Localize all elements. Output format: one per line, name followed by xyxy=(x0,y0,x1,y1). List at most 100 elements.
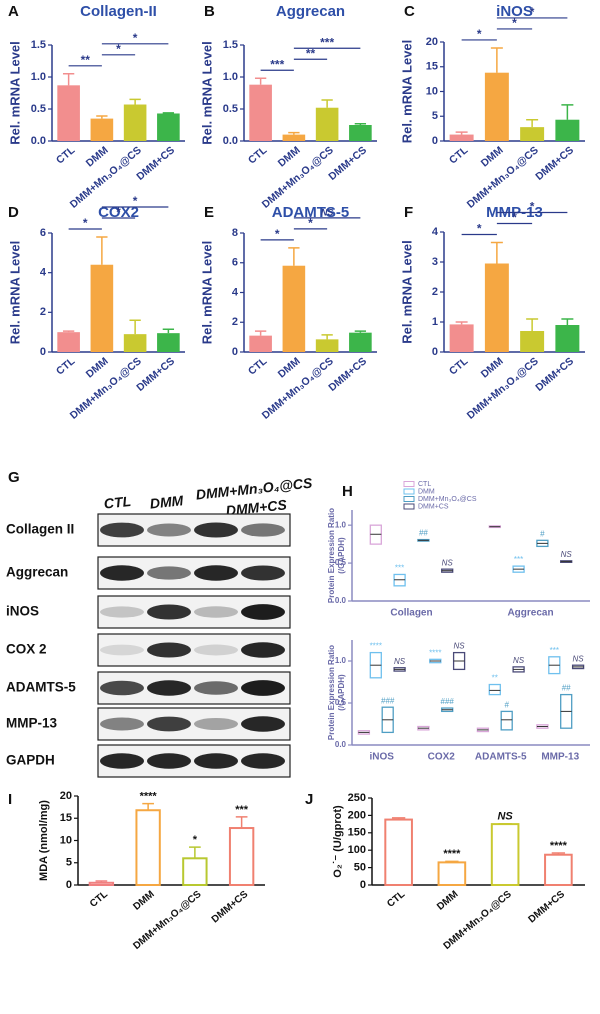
y-tick-label: 3 xyxy=(432,256,438,268)
y-axis-label: (/GAPDH) xyxy=(337,674,346,711)
error-bar xyxy=(254,330,267,336)
y-tick-label: 6 xyxy=(232,257,238,269)
blot-band xyxy=(100,644,144,656)
error-bar xyxy=(129,319,141,335)
significance: * xyxy=(193,834,198,846)
y-tick-label: 1.0 xyxy=(31,71,46,83)
y-tick-label: 1.5 xyxy=(31,39,46,51)
y-tick-label: 2 xyxy=(232,316,238,328)
error-bar xyxy=(96,115,108,119)
bar xyxy=(490,823,520,886)
significance: ### xyxy=(441,697,455,706)
chart-title: ADAMTS-5 xyxy=(272,204,350,221)
legend-swatch xyxy=(403,488,415,495)
row-label: Aggrecan xyxy=(6,565,68,580)
significance: NS xyxy=(497,811,513,823)
y-tick-label: 0.0 xyxy=(31,135,46,147)
y-tick-label: 50 xyxy=(354,862,366,874)
lane-label: DMM xyxy=(149,492,184,511)
row-label: ADAMTS-5 xyxy=(6,680,76,695)
legend-label: DMM+Mn₃O₄@CS xyxy=(418,496,477,503)
error-bar xyxy=(189,846,201,859)
blot-band xyxy=(241,753,285,769)
significance: **** xyxy=(370,642,382,651)
y-tick-label: 200 xyxy=(348,809,366,821)
y-tick-label: 0.5 xyxy=(31,103,46,115)
x-tick-label: iNOS xyxy=(370,752,395,763)
blot-band xyxy=(194,753,238,769)
significance: NS xyxy=(513,656,525,665)
lane-label: DMM+Mn₃O₄@CS xyxy=(195,474,314,502)
error-bar xyxy=(354,122,367,125)
bracket-label: *** xyxy=(270,57,284,71)
x-tick-label: CTL xyxy=(54,355,78,378)
significance: ### xyxy=(381,696,395,705)
error-bar xyxy=(129,98,141,105)
panel-letter: E xyxy=(204,204,214,221)
box xyxy=(488,683,501,696)
row-label: iNOS xyxy=(6,604,39,619)
y-tick-label: 1.0 xyxy=(335,656,347,665)
blot-band xyxy=(194,644,238,656)
x-tick-label: Aggrecan xyxy=(507,608,553,619)
y-axis-label: Rel. mRNA Level xyxy=(199,41,214,145)
bar xyxy=(449,134,474,141)
bar xyxy=(157,113,180,141)
bracket-label: * xyxy=(133,31,138,45)
significance: NS xyxy=(442,558,454,567)
y-tick-label: 0.0 xyxy=(335,596,347,605)
error-bar xyxy=(490,47,503,73)
bracket-label: * xyxy=(477,27,482,41)
lane-label: CTL xyxy=(103,493,132,512)
x-tick-label: Collagen xyxy=(390,608,432,619)
y-axis-label: (/GAPDH) xyxy=(337,537,346,574)
blot-band xyxy=(100,717,144,731)
x-tick-label: DMM xyxy=(479,144,506,169)
x-tick-label: CTL xyxy=(447,355,471,378)
significance: ** xyxy=(492,674,498,683)
legend-label: CTL xyxy=(418,481,431,488)
panel-letter: B xyxy=(204,3,215,20)
bar xyxy=(282,265,306,352)
blot-band xyxy=(241,642,285,658)
bar xyxy=(520,127,545,141)
x-tick-label: DMM xyxy=(84,355,111,380)
row-label: MMP-13 xyxy=(6,716,57,731)
error-bar xyxy=(551,852,566,855)
bar xyxy=(349,332,372,352)
bar xyxy=(123,334,147,352)
y-tick-label: 0 xyxy=(232,346,238,358)
bracket-label: * xyxy=(512,16,517,30)
y-axis-label: Protein Expression Ratio xyxy=(327,508,336,603)
bracket-label: ** xyxy=(81,53,91,67)
x-tick-label: ADAMTS-5 xyxy=(475,752,527,763)
y-axis-label: Rel. mRNA Level xyxy=(199,241,214,345)
y-tick-label: 0.5 xyxy=(335,558,347,567)
panel-letter: D xyxy=(8,204,19,221)
blot-band xyxy=(100,565,144,581)
y-tick-label: 2 xyxy=(432,286,438,298)
bracket-label: * xyxy=(83,216,88,230)
blot-band xyxy=(147,680,191,696)
chart-title: iNOS xyxy=(496,3,533,20)
x-tick-label: DMM+CS xyxy=(210,889,251,926)
x-tick-label: DMM xyxy=(84,144,111,169)
error-bar xyxy=(321,99,333,108)
bar xyxy=(90,264,114,352)
error-bar xyxy=(445,860,459,863)
x-tick-label: DMM xyxy=(131,889,156,913)
bar xyxy=(157,333,180,352)
y-tick-label: 15 xyxy=(60,812,72,824)
bar xyxy=(57,85,80,141)
bar xyxy=(437,861,467,887)
bar xyxy=(484,72,509,141)
legend-swatch xyxy=(403,481,415,487)
x-tick-label: DMM+CS xyxy=(533,144,576,183)
y-tick-label: 0.5 xyxy=(223,103,238,115)
panel-letter: F xyxy=(404,204,413,221)
y-tick-label: 0.0 xyxy=(335,740,347,749)
significance: **** xyxy=(550,840,568,852)
blot-band xyxy=(194,522,238,538)
bracket-label: * xyxy=(512,211,517,225)
blot-band xyxy=(147,716,191,732)
